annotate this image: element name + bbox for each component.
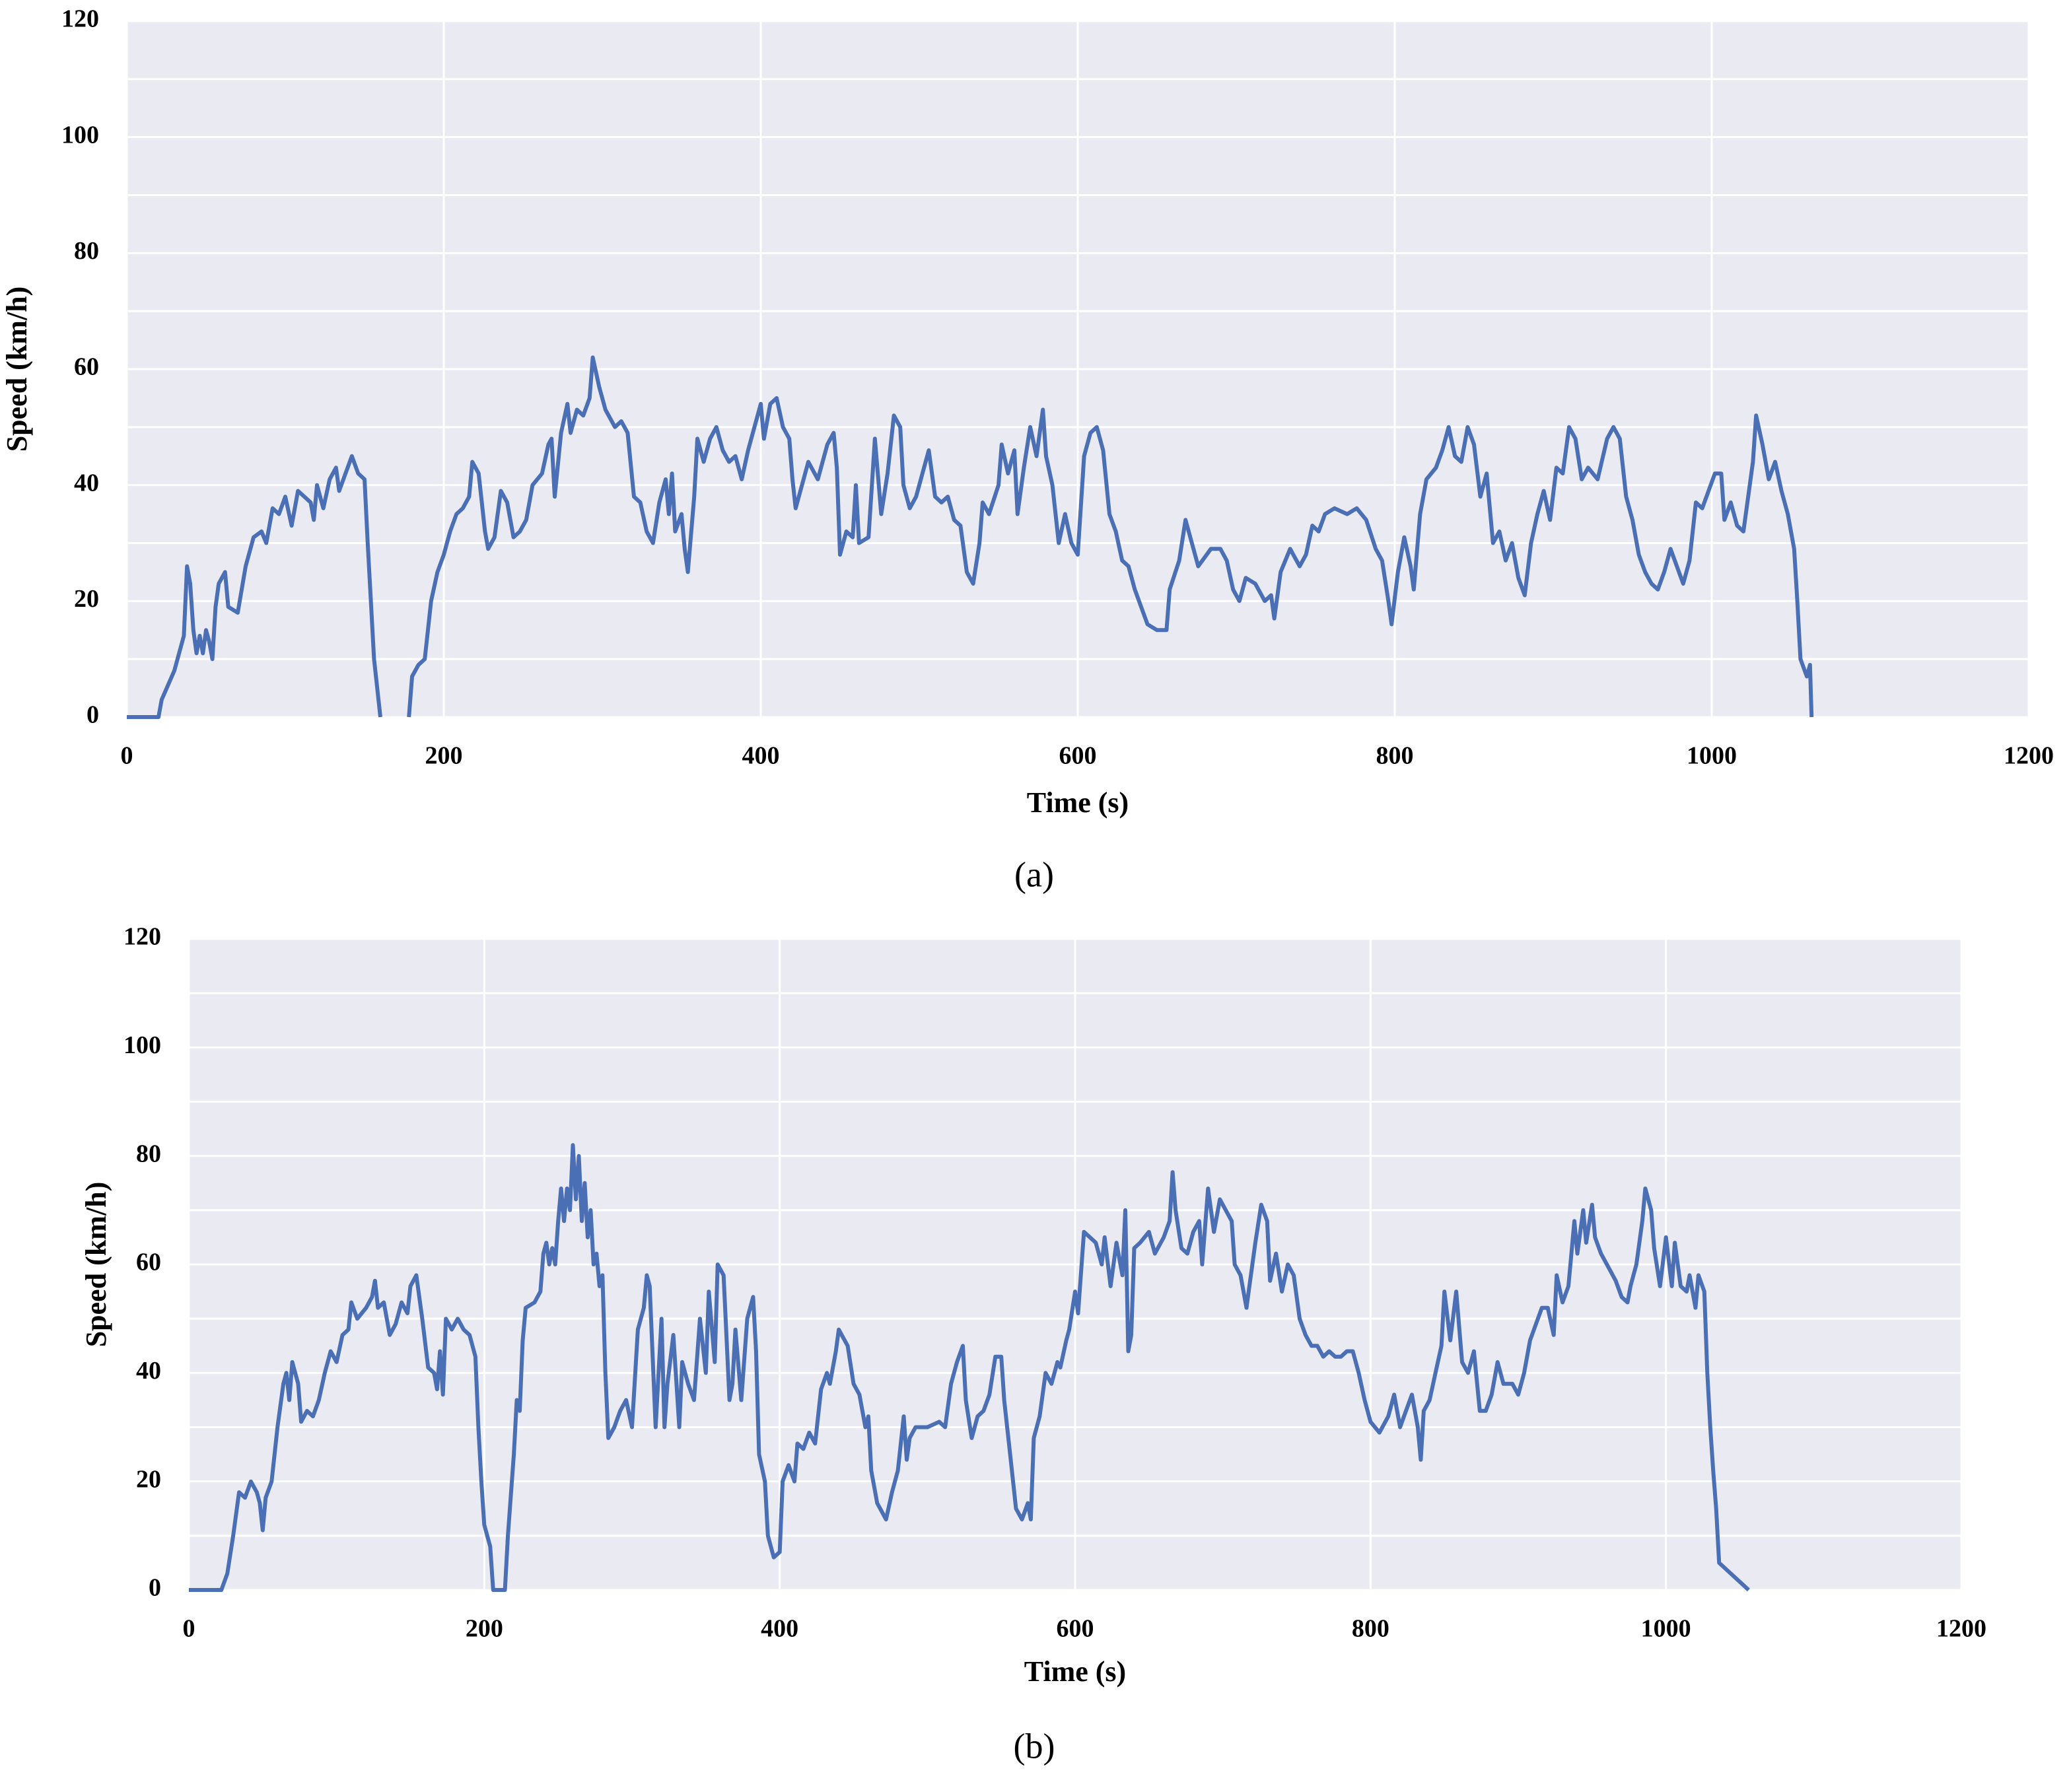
speed-line: [127, 355, 1814, 719]
caption: (b): [1014, 1726, 1055, 1766]
x-tick-label: 200: [466, 1615, 503, 1643]
y-tick-label: 20: [74, 585, 99, 613]
y-tick-label: 80: [74, 237, 99, 265]
y-tick-label: 100: [123, 1031, 161, 1059]
x-tick-label: 800: [1376, 742, 1414, 770]
x-tick-label: 1200: [2004, 742, 2054, 770]
y-axis-title: Speed (km/h): [1, 287, 33, 452]
y-tick-label: 0: [87, 701, 99, 729]
y-tick-label: 0: [149, 1574, 161, 1602]
x-tick-label: 0: [121, 742, 133, 770]
x-axis-title: Time (s): [1024, 1655, 1126, 1688]
y-tick-label: 60: [74, 353, 99, 381]
x-tick-label: 800: [1352, 1615, 1389, 1643]
y-tick-label: 40: [74, 469, 99, 497]
y-tick-label: 20: [136, 1465, 161, 1493]
caption: (a): [1014, 854, 1054, 894]
x-tick-label: 200: [425, 742, 463, 770]
x-tick-label: 1000: [1687, 742, 1737, 770]
y-tick-label: 60: [136, 1249, 161, 1276]
x-tick-label: 0: [183, 1615, 195, 1643]
x-tick-label: 400: [761, 1615, 798, 1643]
y-tick-label: 120: [61, 5, 99, 33]
y-tick-label: 100: [61, 121, 99, 149]
x-tick-label: 600: [1057, 1615, 1094, 1643]
x-axis-title: Time (s): [1027, 786, 1129, 819]
x-tick-label: 600: [1059, 742, 1097, 770]
y-tick-label: 80: [136, 1140, 161, 1167]
y-axis-title: Speed (km/h): [80, 1182, 112, 1348]
x-tick-label: 1000: [1641, 1615, 1691, 1643]
speed-line: [189, 1143, 1750, 1592]
x-tick-label: 1200: [1936, 1615, 1986, 1643]
y-tick-label: 40: [136, 1357, 161, 1385]
x-tick-label: 400: [742, 742, 780, 770]
y-tick-label: 120: [123, 923, 161, 951]
